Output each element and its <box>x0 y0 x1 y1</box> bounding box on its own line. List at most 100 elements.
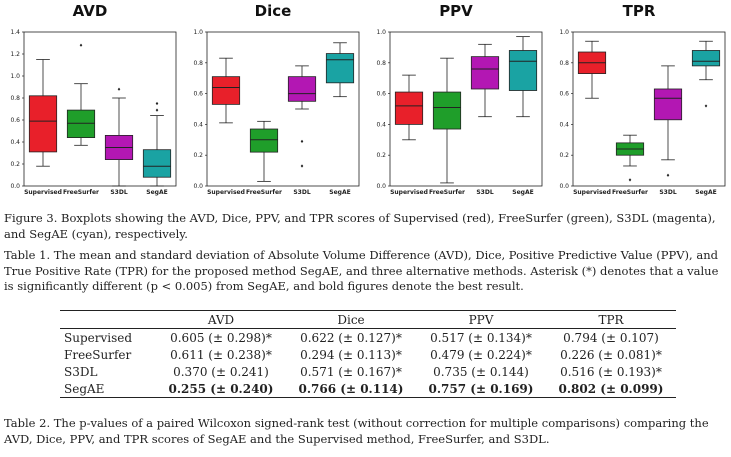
y-tick-label: 0.2 <box>559 152 569 159</box>
x-tick-label: Supervised <box>24 189 62 196</box>
method-cell: S3DL <box>64 364 98 379</box>
table-cell: 0.255 (± 0.240) <box>156 380 286 398</box>
outlier-point <box>155 108 159 112</box>
y-tick-label: 0.6 <box>376 91 386 98</box>
box <box>653 88 683 121</box>
box <box>66 109 96 138</box>
y-tick-label: 0.8 <box>376 60 386 67</box>
x-tick-label: S3DL <box>293 189 310 196</box>
y-tick-label: 0.0 <box>559 183 569 190</box>
table-cell: 0.611 (± 0.238)* <box>170 347 272 362</box>
box <box>470 56 500 90</box>
y-tick-label: 1.0 <box>193 29 203 36</box>
results-table: AVD Dice PPV TPR Supervised 0.605 (± 0.2… <box>60 310 676 398</box>
box <box>325 53 355 84</box>
y-tick-label: 1.0 <box>559 29 569 36</box>
y-tick-label: 0.6 <box>193 91 203 98</box>
method-cell: FreeSurfer <box>64 347 132 362</box>
y-tick-label: 0.2 <box>10 161 20 168</box>
x-tick-label: Supervised <box>573 189 611 196</box>
table-2-caption: Table 2. The p-values of a paired Wilcox… <box>4 416 709 446</box>
box <box>211 76 241 105</box>
box <box>691 50 721 67</box>
boxplot-panel-ppv: PPV 0.0 0.2 0.4 0.6 0.8 1.0 Supervised FreeSurf… <box>366 0 546 205</box>
table-cell: 0.802 (± 0.099) <box>546 380 676 398</box>
x-tick-label: Supervised <box>207 189 245 196</box>
table-cell: 0.516 (± 0.193)* <box>560 364 662 379</box>
table-header-cell: PPV <box>416 310 546 329</box>
boxplot-svg: 0.0 0.2 0.4 0.6 0.8 1.0 1.2 1.4 Supervised FreeSu… <box>10 29 177 196</box>
table-header-cell: Dice <box>286 310 416 329</box>
y-tick-label: 0.8 <box>559 60 569 67</box>
y-tick-label: 0.6 <box>10 117 20 124</box>
outlier-point <box>155 101 159 106</box>
box <box>508 50 538 91</box>
y-tick-label: 0.6 <box>559 91 569 98</box>
outlier-point <box>300 139 304 143</box>
y-tick-label: 1.4 <box>10 29 20 36</box>
table-row: S3DL 0.370 (± 0.241) 0.571 (± 0.167)* 0.… <box>60 363 676 380</box>
table-header-cell: TPR <box>546 310 676 329</box>
x-tick-label: FreeSurfer <box>246 189 282 196</box>
x-tick-label: SegAE <box>146 189 167 196</box>
x-tick-label: Supervised <box>390 189 428 196</box>
table-cell: 0.622 (± 0.127)* <box>300 330 402 345</box>
boxplot-svg: 0.0 0.2 0.4 0.6 0.8 1.0 Supervised FreeSurfer S3… <box>193 29 360 196</box>
table-row: SegAE 0.255 (± 0.240) 0.766 (± 0.114) 0.… <box>60 380 676 398</box>
x-tick-label: S3DL <box>110 189 127 196</box>
boxplot-svg: 0.0 0.2 0.4 0.6 0.8 1.0 Supervised FreeSurfer S3… <box>376 29 543 196</box>
y-tick-label: 0.8 <box>193 60 203 67</box>
box <box>249 128 279 153</box>
x-tick-label: SegAE <box>512 189 533 196</box>
boxplot-panel-dice: Dice 0.0 0.2 0.4 0.6 0.8 1.0 Supervised FreeSur… <box>183 0 363 205</box>
y-tick-label: 1.0 <box>376 29 386 36</box>
table-cell: 0.605 (± 0.298)* <box>170 330 272 345</box>
x-tick-label: SegAE <box>329 189 350 196</box>
table-row: FreeSurfer 0.611 (± 0.238)* 0.294 (± 0.1… <box>60 346 676 363</box>
table-header-cell: AVD <box>156 310 286 329</box>
y-tick-label: 0.0 <box>10 183 20 190</box>
box <box>432 91 462 130</box>
method-cell: SegAE <box>60 380 156 398</box>
y-tick-label: 1.0 <box>10 73 20 80</box>
panel-title: PPV <box>439 2 473 20</box>
boxplot-panel-tpr: TPR 0.0 0.2 0.4 0.6 0.8 1.0 Supervised FreeSurf… <box>549 0 729 205</box>
outlier-point <box>300 164 304 168</box>
boxplot-svg: 0.0 0.2 0.4 0.6 0.8 1.0 Supervised FreeSurfer S3… <box>559 29 726 196</box>
y-tick-label: 0.4 <box>559 121 569 128</box>
y-tick-label: 0.2 <box>193 152 203 159</box>
table-cell: 0.794 (± 0.107) <box>563 330 659 345</box>
x-tick-label: FreeSurfer <box>63 189 99 196</box>
x-tick-label: SegAE <box>695 189 716 196</box>
x-tick-label: FreeSurfer <box>429 189 465 196</box>
y-tick-label: 0.4 <box>376 121 386 128</box>
table-cell: 0.757 (± 0.169) <box>416 380 546 398</box>
outlier-point <box>117 87 121 91</box>
panel-title: Dice <box>254 2 292 20</box>
y-tick-label: 1.2 <box>10 51 20 58</box>
boxplot-panel-avd: AVD 0.0 0.2 0.4 0.6 0.8 1.0 1.2 1.4 Supervised Fr… <box>0 0 180 205</box>
x-tick-label: FreeSurfer <box>612 189 648 196</box>
y-tick-label: 0.4 <box>10 139 20 146</box>
y-tick-label: 0.0 <box>376 183 386 190</box>
table-cell: 0.294 (± 0.113)* <box>300 347 402 362</box>
table-cell: 0.370 (± 0.241) <box>173 364 269 379</box>
box <box>28 95 58 153</box>
table-cell: 0.517 (± 0.134)* <box>430 330 532 345</box>
table-cell: 0.735 (± 0.144) <box>433 364 529 379</box>
y-tick-label: 0.2 <box>376 152 386 159</box>
table-cell: 0.479 (± 0.224)* <box>430 347 532 362</box>
y-tick-label: 0.8 <box>10 95 20 102</box>
y-tick-label: 0.4 <box>193 121 203 128</box>
x-tick-label: S3DL <box>476 189 493 196</box>
method-cell: Supervised <box>64 330 133 345</box>
table-cell: 0.571 (± 0.167)* <box>300 364 402 379</box>
panel-title: TPR <box>622 2 656 20</box>
table-header-row: AVD Dice PPV TPR <box>60 310 676 329</box>
table-1-caption: Table 1. The mean and standard deviation… <box>4 248 719 293</box>
x-tick-label: S3DL <box>659 189 676 196</box>
box <box>142 149 172 178</box>
panel-title: AVD <box>72 2 108 20</box>
figure-3-caption: Figure 3. Boxplots showing the AVD, Dice… <box>4 211 716 241</box>
table-cell: 0.226 (± 0.081)* <box>560 347 662 362</box>
